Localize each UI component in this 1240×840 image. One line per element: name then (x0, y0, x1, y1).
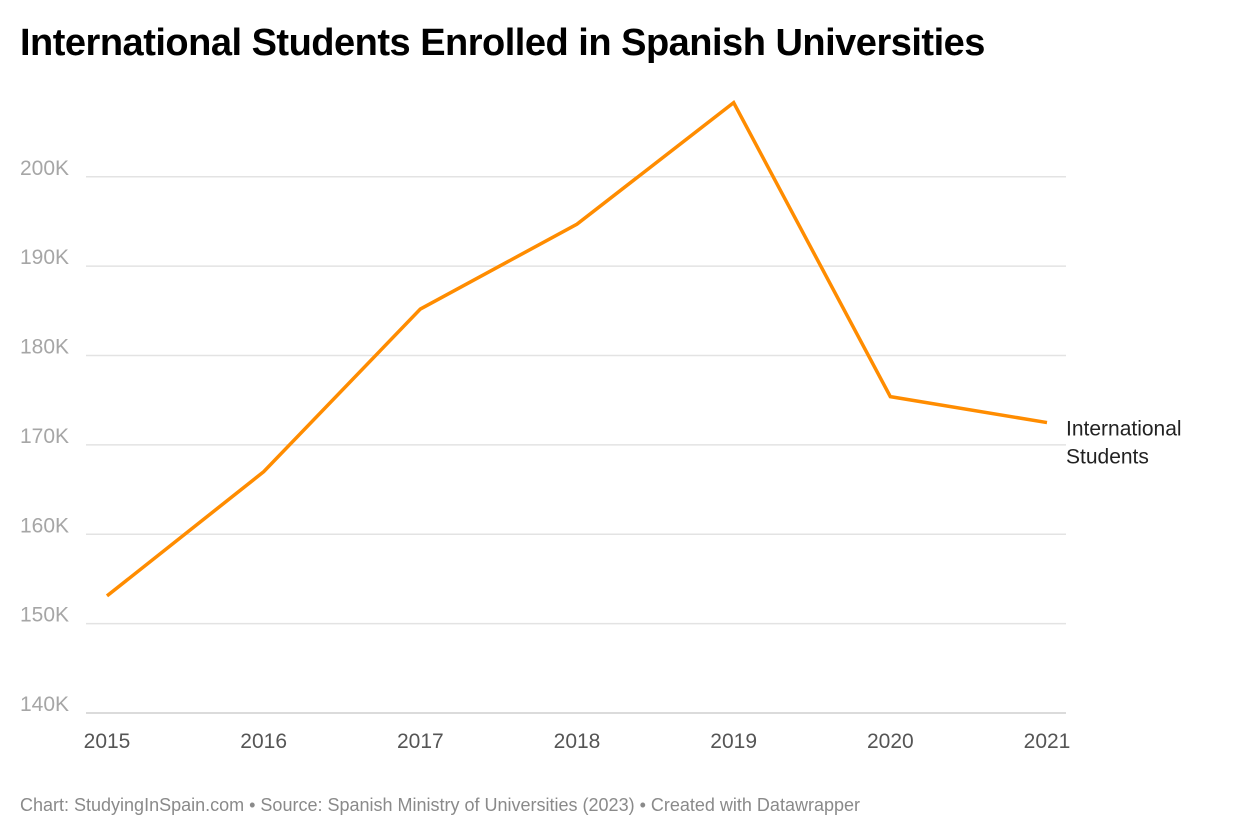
y-tick-label: 190K (20, 246, 69, 269)
x-tick-label: 2015 (84, 730, 131, 753)
series-line (105, 99, 1048, 598)
series-label: International Students (1066, 418, 1182, 469)
y-tick-label: 200K (20, 157, 69, 180)
x-tick-label: 2020 (867, 730, 914, 753)
x-tick-label: 2017 (397, 730, 444, 753)
y-tick-label: 170K (20, 425, 69, 448)
x-tick-label: 2016 (240, 730, 287, 753)
chart-title: International Students Enrolled in Spani… (20, 22, 985, 64)
x-tick-label: 2019 (710, 730, 757, 753)
y-tick-label: 150K (20, 604, 69, 627)
x-tick-label: 2021 (1024, 730, 1071, 753)
y-tick-label: 140K (20, 693, 69, 716)
x-tick-label: 2018 (554, 730, 601, 753)
chart-footer: Chart: StudyingInSpain.com • Source: Spa… (20, 795, 860, 815)
y-tick-label: 180K (20, 336, 69, 359)
y-tick-label: 160K (20, 514, 69, 537)
